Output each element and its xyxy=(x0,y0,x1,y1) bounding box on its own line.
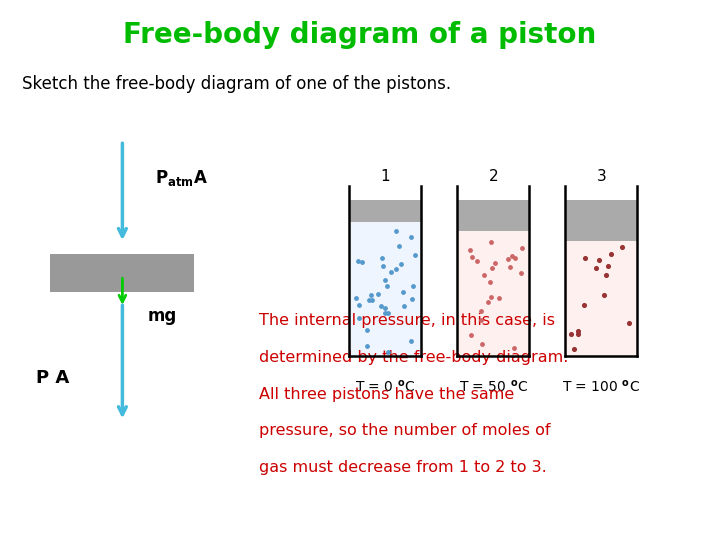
Text: $\mathbf{P}_{\mathbf{atm}}\mathbf{A}$: $\mathbf{P}_{\mathbf{atm}}\mathbf{A}$ xyxy=(155,168,208,188)
Point xyxy=(487,264,498,273)
Point xyxy=(464,245,476,254)
Point xyxy=(379,309,390,318)
Point xyxy=(565,330,577,339)
Bar xyxy=(349,200,421,222)
Text: All three pistons have the same: All three pistons have the same xyxy=(259,387,515,402)
Point xyxy=(478,271,490,279)
Point xyxy=(390,227,402,235)
Point xyxy=(408,282,419,291)
Point xyxy=(475,306,487,315)
Text: Free-body diagram of a piston: Free-body diagram of a piston xyxy=(123,21,597,49)
Point xyxy=(365,291,377,299)
Bar xyxy=(565,200,637,240)
Point xyxy=(572,327,584,335)
Point xyxy=(398,301,410,310)
Point xyxy=(505,252,517,260)
Point xyxy=(390,265,402,273)
Point xyxy=(393,242,405,251)
Point xyxy=(598,291,610,299)
Point xyxy=(372,290,384,299)
Text: 2: 2 xyxy=(488,168,498,184)
Point xyxy=(409,251,420,259)
Point xyxy=(503,254,514,263)
Bar xyxy=(457,200,529,231)
Point xyxy=(568,345,580,353)
Point xyxy=(363,295,374,304)
Text: pressure, so the number of moles of: pressure, so the number of moles of xyxy=(259,423,551,438)
Point xyxy=(406,295,418,303)
Point xyxy=(606,250,617,259)
Point xyxy=(379,303,391,312)
Text: P A: P A xyxy=(36,369,69,387)
Point xyxy=(376,302,387,310)
Point xyxy=(572,330,584,339)
Point xyxy=(386,268,397,276)
Point xyxy=(379,275,391,284)
Bar xyxy=(50,254,194,292)
Point xyxy=(493,294,505,303)
Point xyxy=(516,244,528,253)
Point xyxy=(623,319,634,327)
Point xyxy=(602,262,613,271)
Point xyxy=(489,259,500,267)
Text: 1: 1 xyxy=(380,168,390,184)
Point xyxy=(350,294,361,303)
Point xyxy=(353,313,364,322)
Point xyxy=(397,288,408,296)
Point xyxy=(485,292,497,301)
Point xyxy=(505,262,516,271)
Point xyxy=(405,233,416,242)
Point xyxy=(467,253,478,261)
Point xyxy=(486,238,498,246)
Text: T = 0 $^{\mathbf{o}}$C: T = 0 $^{\mathbf{o}}$C xyxy=(355,378,415,394)
Point xyxy=(405,336,416,345)
Text: gas must decrease from 1 to 2 to 3.: gas must decrease from 1 to 2 to 3. xyxy=(259,460,547,475)
Point xyxy=(377,254,388,263)
Point xyxy=(356,258,368,267)
Point xyxy=(377,261,389,270)
Point xyxy=(476,316,487,325)
Text: The internal pressure, in this case, is: The internal pressure, in this case, is xyxy=(259,313,555,328)
Point xyxy=(354,301,365,309)
Point xyxy=(395,260,407,268)
Point xyxy=(578,300,590,309)
Point xyxy=(381,282,392,291)
Point xyxy=(361,341,373,350)
Point xyxy=(508,343,520,352)
Point xyxy=(353,257,364,266)
Bar xyxy=(457,231,529,356)
Bar xyxy=(565,240,637,356)
Point xyxy=(366,296,378,305)
Point xyxy=(471,256,482,265)
Point xyxy=(465,331,477,340)
Point xyxy=(361,326,373,334)
Point xyxy=(382,308,393,317)
Point xyxy=(509,254,521,262)
Point xyxy=(590,264,602,272)
Text: T = 100 $^{\mathbf{o}}$C: T = 100 $^{\mathbf{o}}$C xyxy=(562,378,640,394)
Bar xyxy=(349,222,421,356)
Point xyxy=(593,255,605,264)
Point xyxy=(600,271,611,279)
Point xyxy=(515,269,526,278)
Text: mg: mg xyxy=(148,307,177,325)
Point xyxy=(485,278,496,286)
Text: Sketch the free-body diagram of one of the pistons.: Sketch the free-body diagram of one of t… xyxy=(22,75,451,93)
Point xyxy=(382,348,394,357)
Text: determined by the free-body diagram.: determined by the free-body diagram. xyxy=(259,350,569,365)
Point xyxy=(477,340,488,349)
Point xyxy=(482,298,494,307)
Text: T = 50 $^{\mathbf{o}}$C: T = 50 $^{\mathbf{o}}$C xyxy=(459,378,528,394)
Point xyxy=(579,253,590,262)
Point xyxy=(616,242,627,251)
Text: 3: 3 xyxy=(596,168,606,184)
